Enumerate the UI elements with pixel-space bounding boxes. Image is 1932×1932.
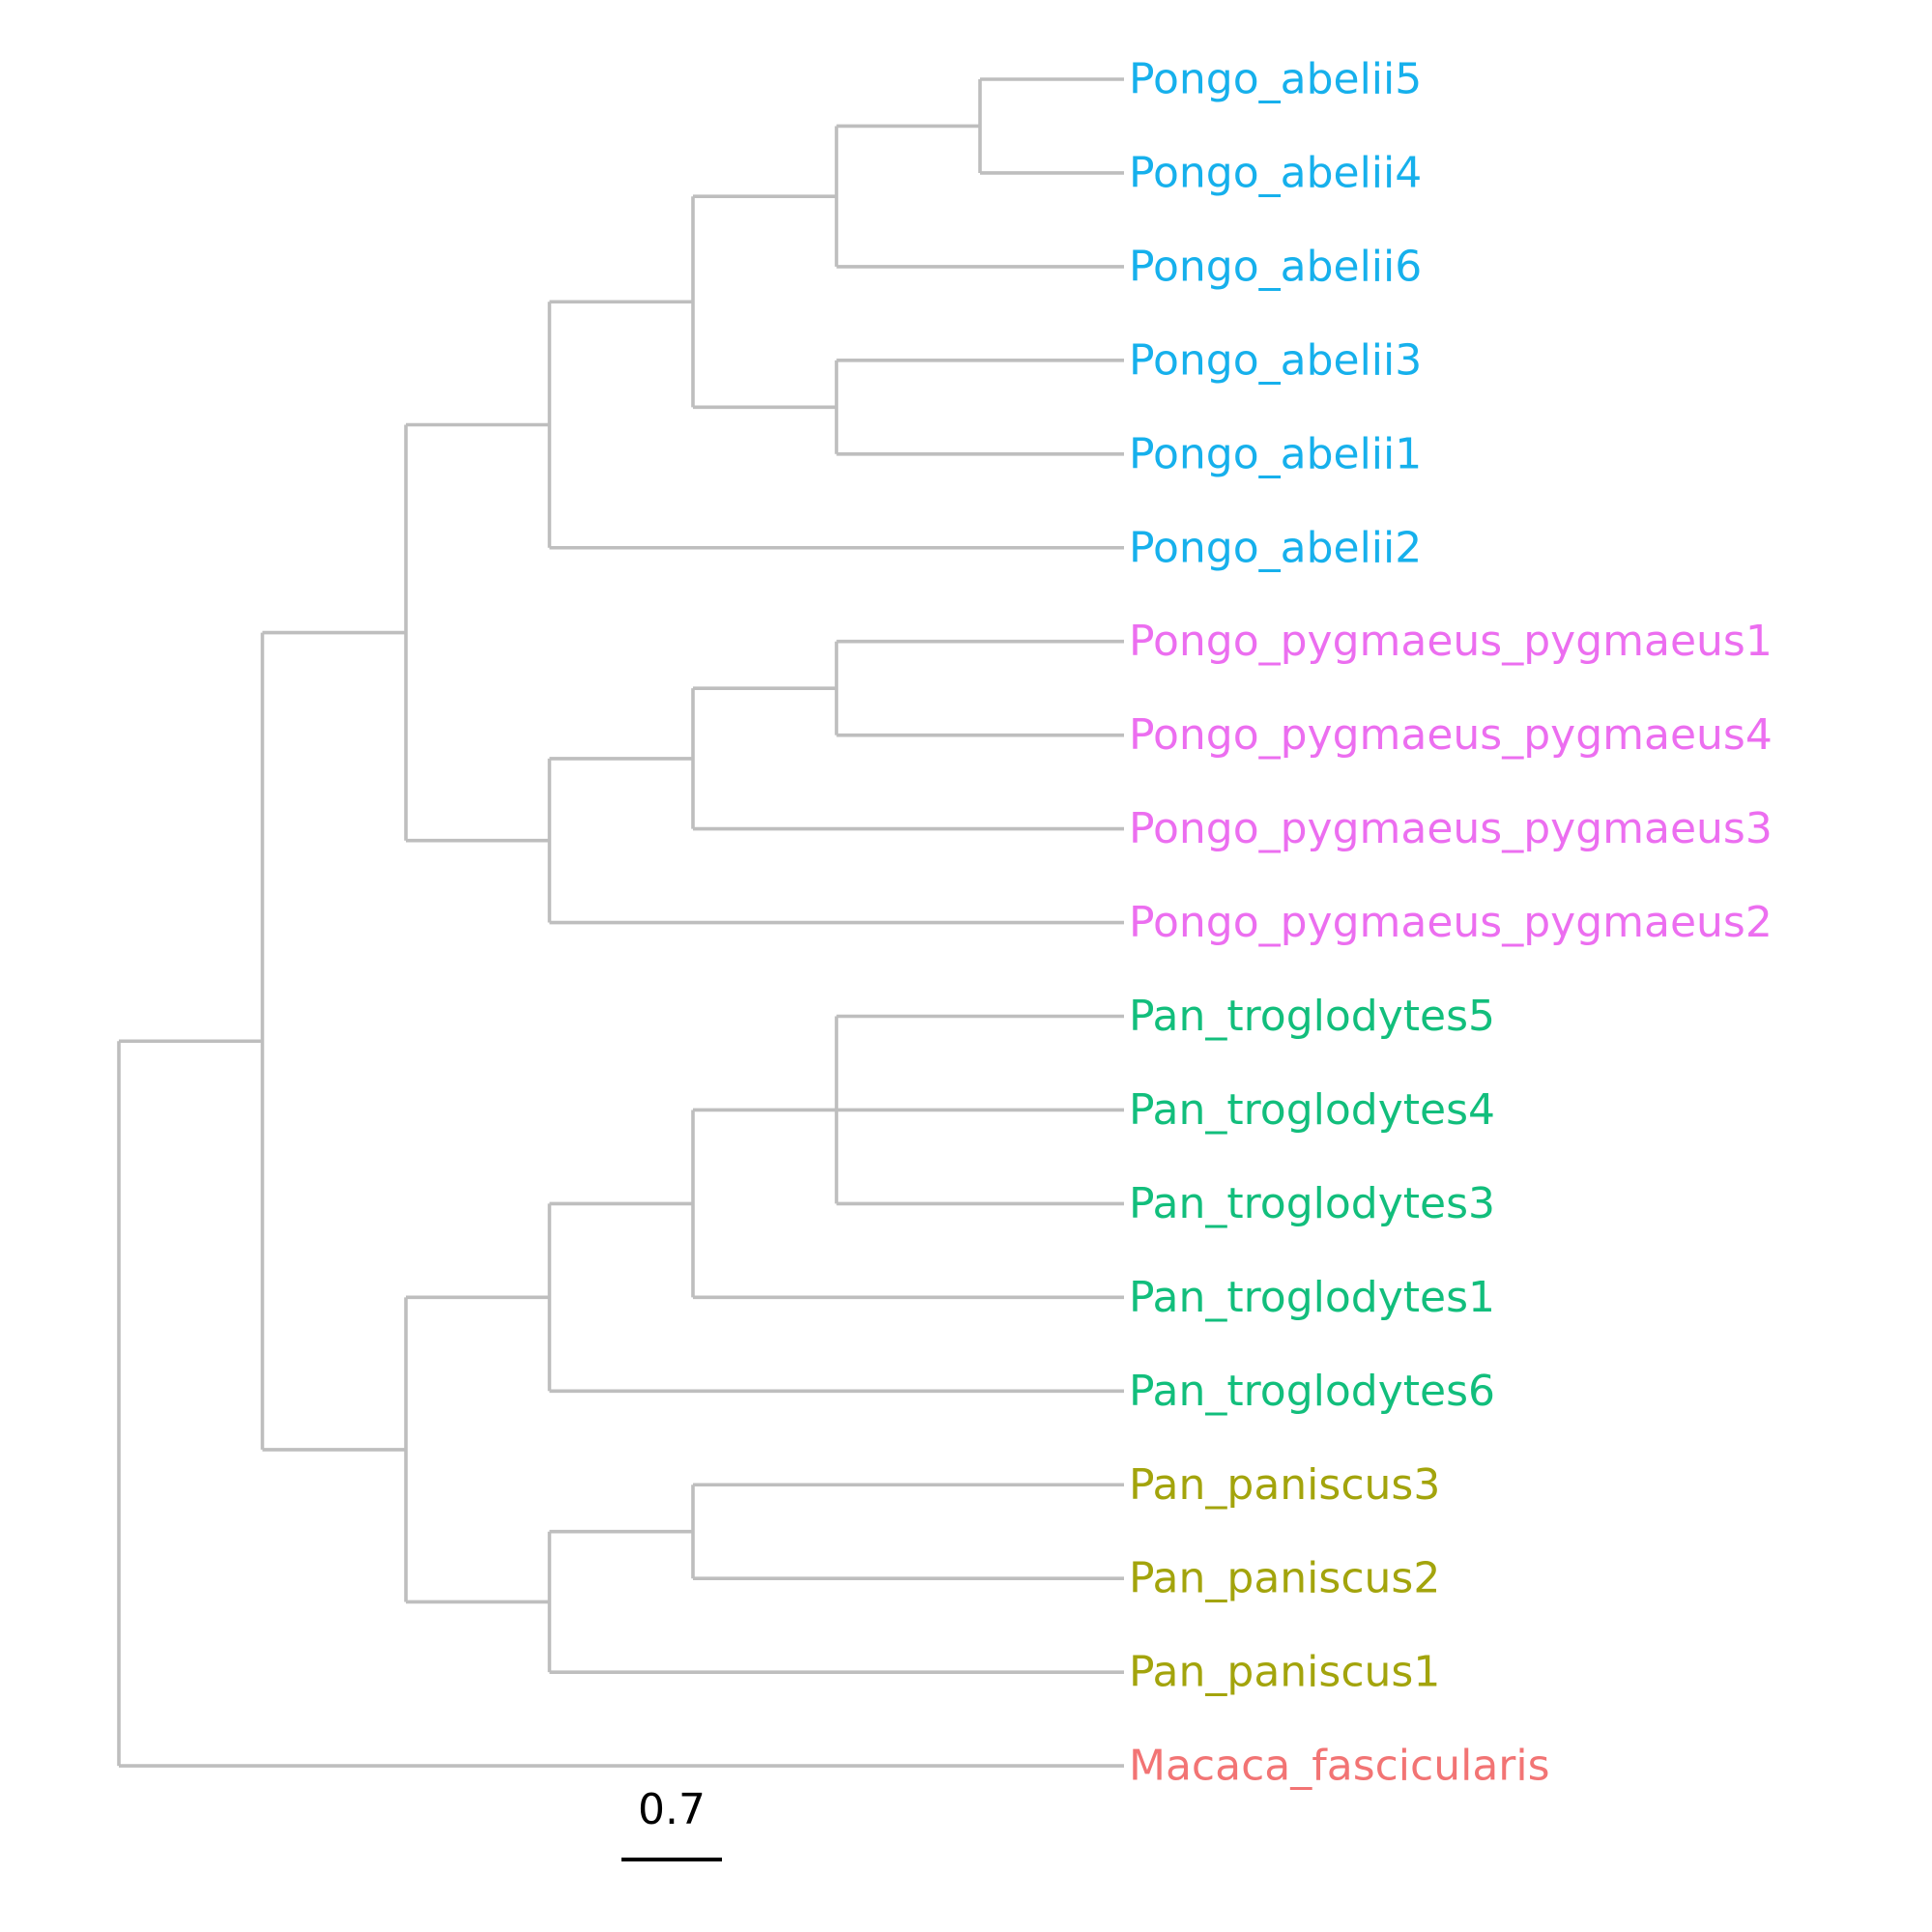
tip-label: Pongo_abelii5 — [1129, 55, 1422, 104]
tip-label: Pan_paniscus1 — [1129, 1648, 1440, 1697]
tree-branches — [117, 77, 1124, 1768]
tip-label: Pan_troglodytes4 — [1129, 1085, 1495, 1135]
tip-label: Pongo_abelii2 — [1129, 523, 1422, 572]
tip-label: Pongo_abelii6 — [1129, 242, 1422, 291]
tip-label: Pongo_pygmaeus_pygmaeus3 — [1129, 804, 1773, 853]
tip-label: Pan_troglodytes3 — [1129, 1179, 1495, 1228]
tip-label: Pongo_pygmaeus_pygmaeus2 — [1129, 898, 1773, 947]
tip-label: Pongo_abelii1 — [1129, 429, 1422, 478]
tip-label: Macaca_fascicularis — [1129, 1742, 1550, 1791]
tip-label: Pongo_abelii3 — [1129, 335, 1422, 385]
scale-bar: 0.7 — [621, 1785, 722, 1861]
tip-label: Pongo_abelii4 — [1129, 148, 1422, 197]
tip-label: Pan_troglodytes6 — [1129, 1367, 1495, 1416]
tip-label: Pan_paniscus2 — [1129, 1554, 1440, 1603]
tip-label: Pan_paniscus3 — [1129, 1460, 1440, 1510]
scale-bar-label: 0.7 — [638, 1785, 706, 1834]
tip-label: Pongo_pygmaeus_pygmaeus1 — [1129, 617, 1773, 666]
tip-label: Pan_troglodytes1 — [1129, 1273, 1495, 1322]
tip-label: Pan_troglodytes5 — [1129, 992, 1495, 1041]
tip-label: Pongo_pygmaeus_pygmaeus4 — [1129, 710, 1773, 760]
tip-labels: Pongo_abelii5 Pongo_abelii4 Pongo_abelii6 P… — [1129, 55, 1773, 1791]
